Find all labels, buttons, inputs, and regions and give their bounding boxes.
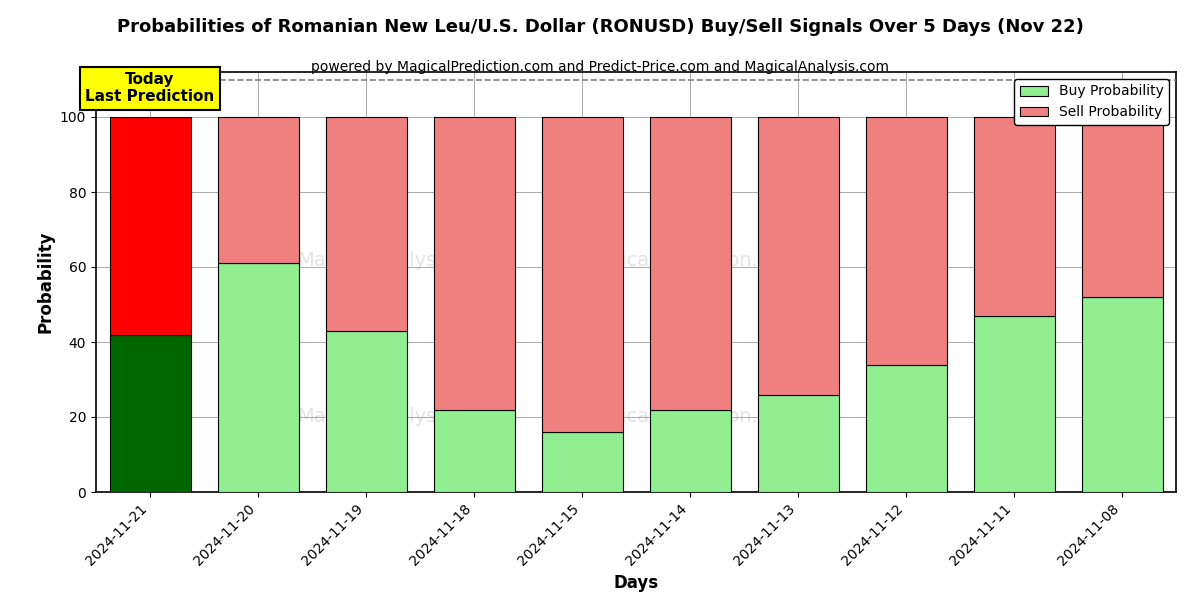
Text: powered by MagicalPrediction.com and Predict-Price.com and MagicalAnalysis.com: powered by MagicalPrediction.com and Pre… [311,60,889,74]
Bar [325,331,407,492]
Bar [217,117,299,263]
Bar [1081,117,1163,297]
Y-axis label: Probability: Probability [36,231,54,333]
Bar [649,117,731,409]
Bar [757,117,839,395]
Text: MagicalPrediction.com: MagicalPrediction.com [581,407,799,426]
Text: MagicalAnalysis.com: MagicalAnalysis.com [298,251,499,271]
Bar [649,409,731,492]
Bar [541,117,623,432]
Text: MagicalAnalysis.com: MagicalAnalysis.com [298,407,499,426]
Bar [433,409,515,492]
Text: Probabilities of Romanian New Leu/U.S. Dollar (RONUSD) Buy/Sell Signals Over 5 D: Probabilities of Romanian New Leu/U.S. D… [116,18,1084,36]
Bar [973,316,1055,492]
Bar [1081,297,1163,492]
Bar [757,395,839,492]
Bar [865,364,947,492]
Bar [865,117,947,364]
Bar [433,117,515,409]
Legend: Buy Probability, Sell Probability: Buy Probability, Sell Probability [1014,79,1169,125]
Text: Today
Last Prediction: Today Last Prediction [85,72,215,104]
X-axis label: Days: Days [613,574,659,592]
Bar [109,335,191,492]
Text: MagicalPrediction.com: MagicalPrediction.com [581,251,799,271]
Bar [217,263,299,492]
Bar [973,117,1055,316]
Bar [541,432,623,492]
Bar [109,117,191,335]
Bar [325,117,407,331]
